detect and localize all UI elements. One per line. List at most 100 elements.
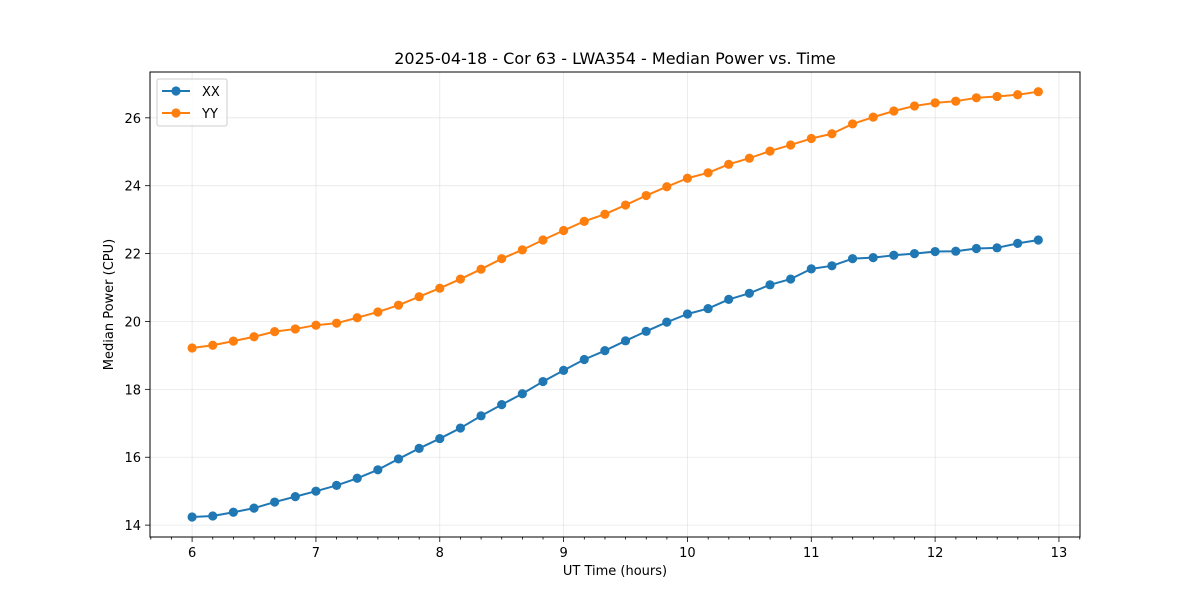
y-axis-label: Median Power (CPU) xyxy=(102,239,117,370)
data-point-xx xyxy=(270,497,280,507)
data-point-xx xyxy=(703,303,713,314)
legend-marker xyxy=(171,86,181,96)
data-point-yy xyxy=(744,153,754,163)
data-point-yy xyxy=(930,98,940,108)
y-tick-label: 20 xyxy=(124,315,141,330)
data-point-xx xyxy=(311,486,321,496)
data-point-yy xyxy=(249,332,259,342)
data-point-yy xyxy=(724,159,734,169)
axis-ticks: 6 7 8 9 10 11 12 13 14 16 18 20 22 24 26 xyxy=(124,112,1081,561)
data-point-yy xyxy=(765,146,775,156)
data-point-yy xyxy=(270,327,280,337)
data-point-xx xyxy=(393,454,404,464)
legend-marker xyxy=(171,108,181,118)
data-point-yy xyxy=(559,225,569,236)
legend-label: XX xyxy=(202,85,220,100)
data-point-xx xyxy=(517,389,527,399)
data-point-xx xyxy=(909,248,920,259)
legend-entry-xx: XX xyxy=(162,85,220,100)
data-point-xx xyxy=(620,336,631,346)
data-point-xx xyxy=(538,376,548,387)
data-point-yy xyxy=(889,106,899,116)
data-point-xx xyxy=(290,492,300,502)
data-point-xx xyxy=(951,246,961,256)
data-point-xx xyxy=(971,243,981,254)
data-point-yy xyxy=(641,190,651,201)
data-point-yy xyxy=(620,200,631,210)
data-point-xx xyxy=(806,264,816,274)
data-point-xx xyxy=(847,254,858,264)
data-point-yy xyxy=(868,112,878,122)
x-tick-label: 13 xyxy=(1051,546,1068,561)
legend-entry-yy: YY xyxy=(162,107,218,122)
data-point-xx xyxy=(930,246,940,257)
data-point-xx xyxy=(889,250,899,260)
data-point-xx xyxy=(1013,238,1023,249)
data-point-yy xyxy=(455,274,466,284)
legend: XX YY xyxy=(156,78,228,127)
data-point-yy xyxy=(290,324,300,334)
data-point-yy xyxy=(909,101,920,111)
data-point-xx xyxy=(352,473,362,483)
data-point-xx xyxy=(827,261,837,271)
data-point-xx xyxy=(208,511,218,521)
x-tick-label: 11 xyxy=(803,546,820,561)
data-point-yy xyxy=(847,119,858,129)
data-point-xx xyxy=(559,365,569,375)
x-tick-label: 10 xyxy=(679,546,696,561)
plot-area-frame xyxy=(149,71,1081,538)
data-point-yy xyxy=(476,264,486,274)
chart-title: 2025-04-18 - Cor 63 - LWA354 - Median Po… xyxy=(394,49,836,68)
data-point-xx xyxy=(373,465,383,475)
data-point-xx xyxy=(1033,235,1043,245)
data-point-xx xyxy=(249,503,259,513)
data-point-yy xyxy=(1013,90,1023,100)
data-point-yy xyxy=(311,320,321,330)
y-tick-label: 18 xyxy=(124,383,141,398)
data-point-yy xyxy=(951,96,961,106)
data-point-yy xyxy=(331,318,342,328)
data-point-yy xyxy=(806,133,816,144)
data-point-xx xyxy=(786,274,796,284)
data-point-xx xyxy=(455,423,466,433)
x-axis-label: UT Time (hours) xyxy=(563,564,667,579)
data-point-xx xyxy=(331,480,342,491)
data-point-xx xyxy=(641,326,651,336)
data-point-xx xyxy=(600,346,610,356)
data-point-yy xyxy=(414,292,424,302)
data-point-yy xyxy=(682,173,693,183)
series-group xyxy=(187,87,1043,522)
data-point-yy xyxy=(517,245,527,255)
x-tick-label: 6 xyxy=(188,546,196,561)
data-point-xx xyxy=(228,507,238,517)
data-point-yy xyxy=(703,168,713,178)
data-point-yy xyxy=(1033,87,1043,97)
y-tick-label: 14 xyxy=(124,519,141,534)
y-tick-label: 22 xyxy=(124,248,141,263)
data-point-yy xyxy=(208,340,218,350)
data-point-xx xyxy=(497,400,507,410)
y-tick-label: 26 xyxy=(124,112,141,127)
data-point-xx xyxy=(476,411,486,421)
data-point-xx xyxy=(662,317,672,327)
data-point-xx xyxy=(765,280,775,290)
x-tick-label: 12 xyxy=(927,546,944,561)
data-point-yy xyxy=(228,336,238,346)
legend-label: YY xyxy=(201,107,218,122)
data-point-yy xyxy=(187,343,197,353)
y-tick-label: 24 xyxy=(124,180,141,195)
series-xx xyxy=(187,235,1043,522)
data-point-xx xyxy=(435,433,445,444)
x-tick-label: 7 xyxy=(312,546,320,561)
data-point-yy xyxy=(662,182,672,192)
data-point-yy xyxy=(992,91,1002,102)
data-point-yy xyxy=(827,129,837,139)
data-point-xx xyxy=(744,288,754,298)
data-point-xx xyxy=(868,253,878,263)
data-point-yy xyxy=(971,93,981,103)
x-tick-label: 8 xyxy=(436,546,444,561)
x-tick-label: 9 xyxy=(559,546,567,561)
data-point-yy xyxy=(579,216,589,226)
